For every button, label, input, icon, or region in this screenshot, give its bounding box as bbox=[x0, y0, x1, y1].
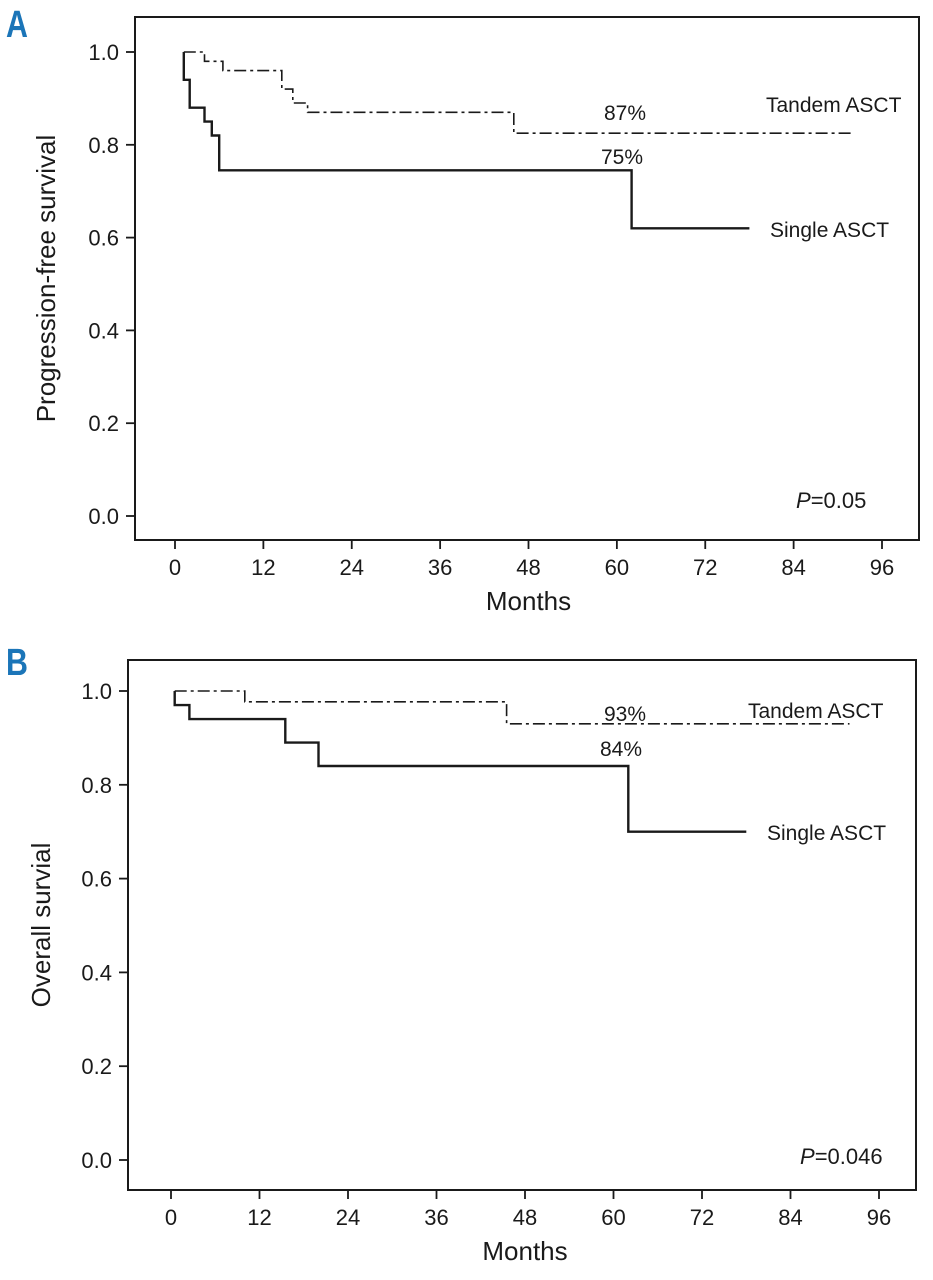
y-tick-label: 0.4 bbox=[81, 960, 112, 985]
y-axis-label: Overall survial bbox=[26, 843, 56, 1008]
x-tick-label: 0 bbox=[169, 555, 181, 580]
x-tick-label: 12 bbox=[247, 1205, 271, 1230]
series-annotation: 84% bbox=[600, 738, 642, 761]
x-tick-label: 60 bbox=[605, 555, 629, 580]
series-line-single-asct bbox=[182, 52, 750, 230]
y-tick-label: 0.8 bbox=[81, 773, 112, 798]
plot-frame bbox=[134, 16, 920, 541]
y-tick-label: 0.4 bbox=[88, 318, 119, 343]
y-axis-label: Progression-free survival bbox=[31, 135, 61, 423]
x-tick-label: 60 bbox=[601, 1205, 625, 1230]
p-value: P=0.046 bbox=[800, 1144, 883, 1169]
chart-panel-a: 0 12 24 36 48 60 72 84 96 0.0 0.2 0.4 0.6 0.8 1.0 Month… bbox=[31, 16, 920, 616]
y-tick-label: 0.6 bbox=[88, 226, 119, 251]
x-tick-label: 0 bbox=[165, 1205, 177, 1230]
panel-b-label: B bbox=[6, 642, 28, 684]
series-line-tandem-asct bbox=[183, 51, 853, 134]
y-tick-label: 1.0 bbox=[81, 679, 112, 704]
x-tick-label: 96 bbox=[867, 1205, 891, 1230]
y-tick-label: 0.0 bbox=[81, 1148, 112, 1173]
y-tick-label: 0.0 bbox=[88, 504, 119, 529]
series-line-tandem-asct bbox=[174, 690, 850, 725]
series-label: Single ASCT bbox=[767, 822, 886, 845]
y-tick-label: 0.6 bbox=[81, 867, 112, 892]
x-tick-label: 84 bbox=[778, 1205, 802, 1230]
x-axis-label: Months bbox=[486, 586, 571, 616]
x-tick-label: 48 bbox=[516, 555, 540, 580]
x-tick-label: 48 bbox=[513, 1205, 537, 1230]
y-tick-label: 1.0 bbox=[88, 40, 119, 65]
y-tick-label: 0.2 bbox=[81, 1054, 112, 1079]
p-value: P=0.05 bbox=[796, 488, 866, 513]
plot-frame bbox=[127, 659, 917, 1191]
y-tick-label: 0.8 bbox=[88, 133, 119, 158]
panel-a-label: A bbox=[6, 4, 28, 46]
series-annotation: 75% bbox=[601, 146, 643, 169]
series-annotation: 93% bbox=[604, 703, 646, 726]
series-label: Tandem ASCT bbox=[748, 700, 884, 723]
x-tick-label: 72 bbox=[693, 555, 717, 580]
x-tick-label: 84 bbox=[781, 555, 805, 580]
chart-panel-b: 0 12 24 36 48 60 72 84 96 0.0 0.2 0.4 0.6 0.8 1.0 Month… bbox=[26, 659, 917, 1266]
x-tick-label: 96 bbox=[870, 555, 894, 580]
x-tick-label: 24 bbox=[336, 1205, 360, 1230]
x-axis-label: Months bbox=[482, 1236, 567, 1266]
x-tick-label: 24 bbox=[340, 555, 364, 580]
series-line-single-asct bbox=[173, 691, 747, 833]
x-tick-label: 12 bbox=[251, 555, 275, 580]
series-annotation: 87% bbox=[604, 102, 646, 125]
x-tick-label: 72 bbox=[690, 1205, 714, 1230]
series-label: Single ASCT bbox=[770, 219, 889, 242]
y-tick-label: 0.2 bbox=[88, 411, 119, 436]
x-tick-label: 36 bbox=[424, 1205, 448, 1230]
series-label: Tandem ASCT bbox=[766, 94, 902, 117]
x-tick-label: 36 bbox=[428, 555, 452, 580]
